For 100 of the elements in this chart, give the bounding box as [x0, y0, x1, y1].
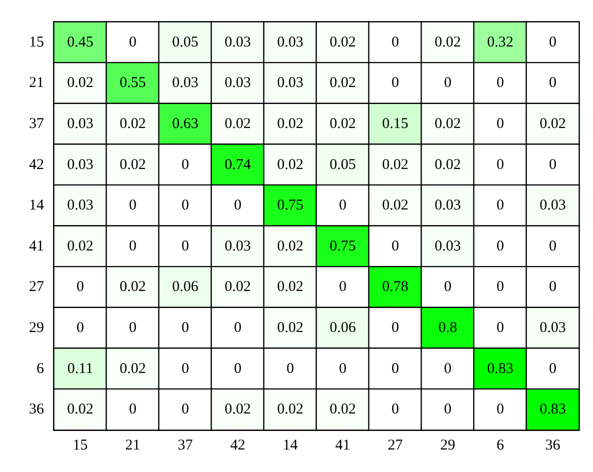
data-label: 0.74 — [224, 156, 252, 173]
data-label: 0 — [444, 75, 452, 92]
data-label: 0.45 — [67, 34, 94, 50]
data-label: 0 — [392, 360, 399, 377]
data-label: 0 — [496, 279, 504, 296]
data-label: 0.02 — [277, 320, 304, 336]
data-label: 0 — [234, 320, 242, 336]
data-label: 0.03 — [67, 116, 94, 132]
data-label: 0.03 — [540, 320, 566, 336]
data-label: 0.02 — [330, 34, 356, 50]
x-tick-label: 14 — [282, 438, 298, 454]
data-label: 0.03 — [172, 75, 198, 92]
x-tick-label: 42 — [230, 438, 246, 454]
data-label: 0.02 — [434, 156, 461, 173]
data-label: 0 — [234, 360, 242, 377]
data-label: 0 — [496, 402, 504, 418]
data-label: 0 — [496, 116, 504, 132]
data-label: 0 — [392, 75, 399, 92]
x-tick-label: 41 — [335, 438, 350, 454]
data-label: 0 — [444, 360, 452, 377]
data-label: 0.05 — [172, 34, 198, 50]
data-label: 0 — [182, 402, 189, 418]
x-tick-label: 36 — [545, 438, 561, 454]
data-label: 0 — [496, 75, 504, 92]
data-label: 0.02 — [277, 116, 304, 132]
data-label: 0.02 — [277, 402, 304, 418]
data-label: 0 — [392, 320, 399, 336]
data-label: 0.8 — [438, 320, 458, 336]
data-label: 0 — [182, 360, 189, 377]
data-label: 0.02 — [67, 75, 94, 92]
data-label: 0.02 — [330, 116, 356, 132]
data-label: 0.03 — [277, 75, 304, 92]
data-label: 0.02 — [434, 116, 461, 132]
data-label: 0.03 — [277, 34, 304, 50]
data-label: 0 — [286, 360, 294, 377]
data-label: 0 — [129, 238, 136, 254]
data-label: 0.15 — [382, 116, 408, 132]
data-label: 0 — [392, 402, 399, 418]
data-label: 0.02 — [382, 198, 408, 214]
data-label: 0.03 — [434, 198, 461, 214]
data-label: 0 — [549, 238, 556, 254]
data-label: 0.78 — [382, 279, 408, 296]
data-label: 0 — [549, 360, 556, 377]
data-label: 0.02 — [277, 238, 304, 254]
data-label: 0 — [76, 320, 84, 336]
x-tick-label: 15 — [72, 438, 88, 454]
data-label: 0.02 — [277, 279, 304, 296]
data-label: 0 — [392, 34, 399, 50]
data-label: 0.02 — [434, 34, 461, 50]
data-label: 0.32 — [487, 34, 514, 50]
y-tick-label: 6 — [36, 360, 44, 377]
data-label: 0.75 — [330, 238, 356, 254]
data-label: 0 — [549, 34, 556, 50]
data-label: 0.03 — [224, 34, 251, 50]
data-label: 0.55 — [120, 75, 146, 92]
x-tick-label: 6 — [496, 438, 504, 454]
data-label: 0 — [129, 198, 136, 214]
y-tick-label: 41 — [29, 238, 44, 254]
data-label: 0.02 — [67, 238, 94, 254]
data-label: 0.03 — [67, 198, 94, 214]
data-label: 0.06 — [172, 279, 199, 296]
data-label: 0.02 — [330, 402, 356, 418]
data-label: 0.02 — [120, 116, 146, 132]
x-tick-label: 37 — [178, 438, 194, 454]
data-label: 0.06 — [330, 320, 356, 336]
y-tick-label: 37 — [29, 116, 44, 132]
data-label: 0.02 — [120, 279, 146, 296]
data-label: 0.83 — [540, 402, 566, 418]
data-label: 0 — [549, 156, 556, 173]
x-tick-label: 21 — [125, 438, 140, 454]
data-label: 0.03 — [67, 156, 94, 173]
y-tick-label: 27 — [29, 279, 44, 296]
y-tick-label: 14 — [29, 198, 44, 214]
data-label: 0 — [496, 156, 504, 173]
data-label: 0.03 — [434, 238, 461, 254]
data-label: 0.02 — [67, 402, 94, 418]
data-label: 0.02 — [277, 156, 304, 173]
data-label: 0.75 — [277, 198, 304, 214]
y-tick-label: 36 — [29, 402, 44, 418]
data-label: 0 — [76, 279, 84, 296]
data-label: 0 — [549, 279, 556, 296]
data-label: 0.02 — [224, 116, 251, 132]
data-label: 0.05 — [330, 156, 356, 173]
data-label: 0.03 — [224, 238, 251, 254]
y-tick-label: 29 — [29, 320, 44, 336]
data-label: 0.03 — [224, 75, 251, 92]
data-label: 0.03 — [540, 198, 566, 214]
y-tick-label: 15 — [29, 34, 44, 50]
data-label: 0.02 — [120, 360, 146, 377]
data-label: 0 — [182, 238, 189, 254]
data-label: 0 — [182, 198, 189, 214]
data-label: 0 — [496, 238, 504, 254]
data-label: 0 — [339, 279, 346, 296]
data-label: 0 — [182, 156, 189, 173]
data-label: 0.63 — [172, 116, 198, 132]
data-label: 0 — [496, 320, 504, 336]
data-label: 0.83 — [487, 360, 514, 377]
data-label: 0 — [549, 75, 556, 92]
data-label: 0.02 — [224, 279, 251, 296]
data-label: 0 — [339, 198, 346, 214]
